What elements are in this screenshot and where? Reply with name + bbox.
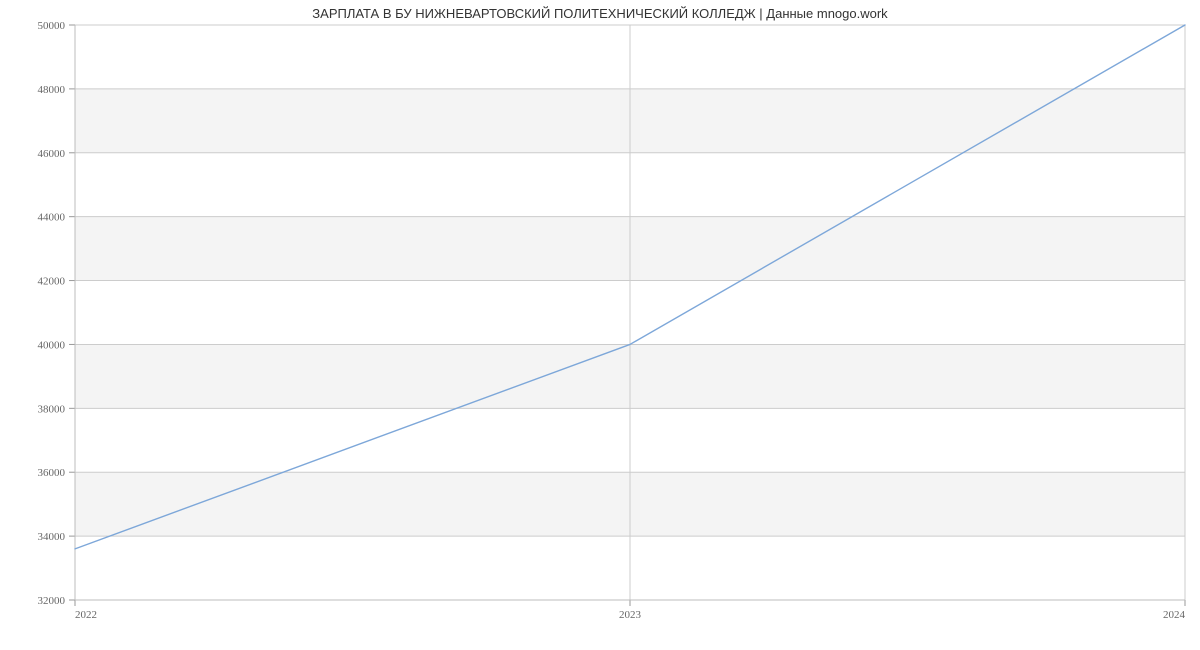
svg-text:36000: 36000: [38, 467, 66, 479]
svg-text:2022: 2022: [75, 609, 97, 621]
svg-text:2023: 2023: [619, 609, 642, 621]
svg-text:48000: 48000: [38, 84, 66, 96]
svg-text:32000: 32000: [38, 595, 66, 607]
svg-text:34000: 34000: [38, 531, 66, 543]
svg-text:2024: 2024: [1163, 609, 1186, 621]
svg-text:42000: 42000: [38, 276, 66, 288]
chart-svg: 32000 34000 36000 38000 40000 42000 44000 46000…: [0, 0, 1200, 650]
svg-text:40000: 40000: [38, 339, 66, 351]
chart-title: ЗАРПЛАТА В БУ НИЖНЕВАРТОВСКИЙ ПОЛИТЕХНИЧ…: [0, 6, 1200, 21]
svg-text:38000: 38000: [38, 403, 66, 415]
svg-text:44000: 44000: [38, 212, 66, 224]
salary-line-chart: ЗАРПЛАТА В БУ НИЖНЕВАРТОВСКИЙ ПОЛИТЕХНИЧ…: [0, 0, 1200, 650]
svg-text:46000: 46000: [38, 148, 66, 160]
svg-text:50000: 50000: [38, 20, 66, 32]
